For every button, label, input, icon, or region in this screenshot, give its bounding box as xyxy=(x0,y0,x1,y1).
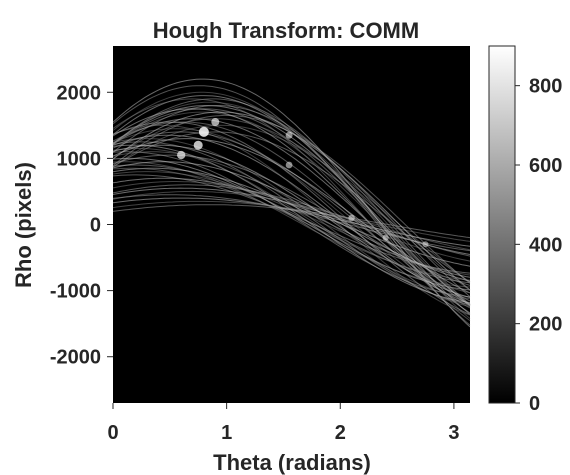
hough-sinusoids xyxy=(112,78,471,328)
x-tick-label: 2 xyxy=(335,422,346,444)
hough-curve xyxy=(112,105,471,297)
hough-curve xyxy=(112,144,471,299)
y-tick-label: 1000 xyxy=(57,148,102,170)
hough-curve xyxy=(112,98,471,322)
colorbar: 800 600 400 200 0 xyxy=(488,45,562,415)
hough-peak xyxy=(198,126,209,137)
hough-curve xyxy=(112,204,471,239)
y-tick-label: 0 xyxy=(90,215,101,237)
hough-peak xyxy=(211,118,220,126)
y-axis-label: Rho (pixels) xyxy=(11,162,36,288)
hough-peak xyxy=(177,150,186,160)
hough-peak xyxy=(285,131,293,139)
colorbar-ticks: 800 600 400 200 0 xyxy=(515,76,562,415)
chart-title: Hough Transform: COMM xyxy=(153,18,419,43)
hough-curve xyxy=(112,161,471,288)
hough-curve xyxy=(112,151,471,294)
x-tick-label: 0 xyxy=(107,422,118,444)
hough-curve xyxy=(112,174,471,274)
hough-curve xyxy=(112,154,471,286)
hough-curve xyxy=(112,167,471,281)
hough-curve xyxy=(112,128,471,307)
hough-hotspots xyxy=(177,118,429,248)
plot-background xyxy=(113,46,470,403)
plot-area xyxy=(112,46,471,403)
y-tick-label: -2000 xyxy=(50,347,101,369)
x-axis: 0 1 2 3 xyxy=(107,403,459,444)
x-axis-label: Theta (radians) xyxy=(213,450,371,475)
colorbar-tick-label: 200 xyxy=(529,314,562,336)
hough-curve xyxy=(112,200,471,242)
hough-curve xyxy=(112,111,471,305)
hough-curve xyxy=(112,161,471,282)
hough-curve xyxy=(112,138,471,294)
hough-curve xyxy=(112,148,471,300)
hough-peak xyxy=(285,161,293,169)
colorbar-gradient xyxy=(488,45,516,404)
hough-curve xyxy=(112,131,471,283)
colorbar-tick-label: 400 xyxy=(529,234,562,256)
y-axis: 2000 1000 0 -1000 -2000 xyxy=(50,82,113,369)
y-tick-label: 2000 xyxy=(57,82,102,104)
colorbar-tick-label: 600 xyxy=(529,155,562,177)
hough-peak xyxy=(382,234,389,241)
x-tick-label: 1 xyxy=(221,422,232,444)
colorbar-tick-label: 0 xyxy=(529,393,540,415)
colorbar-tick-label: 800 xyxy=(529,76,562,98)
hough-peak xyxy=(348,214,355,222)
y-tick-label: -1000 xyxy=(50,281,101,303)
hough-peak xyxy=(422,241,429,248)
hough-curve xyxy=(112,164,471,284)
hough-peak xyxy=(193,140,203,150)
hough-curve xyxy=(112,121,471,315)
x-tick-label: 3 xyxy=(448,422,459,444)
hough-curve xyxy=(112,181,471,262)
